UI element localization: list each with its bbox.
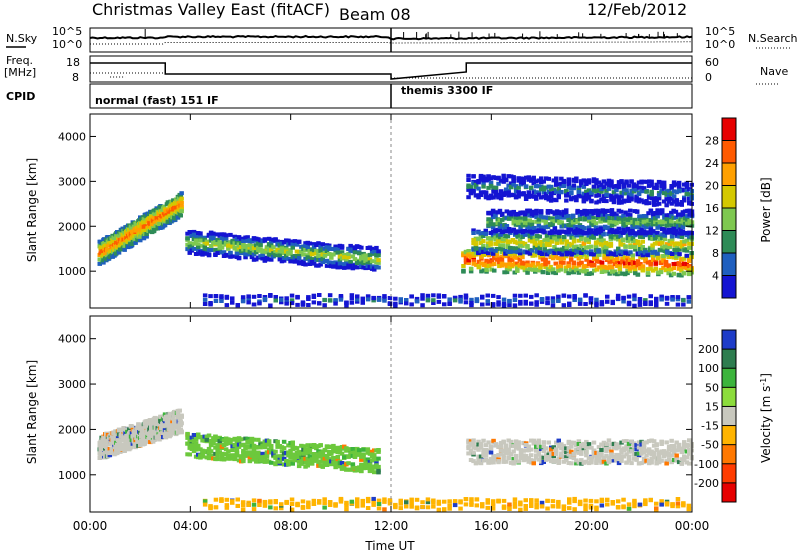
velocity-ytick-label-0: 1000 — [58, 469, 86, 482]
cpid-segment-label-1: normal (fast) 151 IF — [95, 94, 219, 107]
x-axis-label: Time UT — [364, 539, 415, 553]
mhz-label: [MHz] — [4, 66, 36, 79]
freq-label: Freq. — [6, 54, 33, 67]
velocity-colorbar-swatch-8 — [722, 482, 736, 503]
xtick-label-5: 20:00 — [574, 519, 609, 533]
xtick-label-0: 00:00 — [73, 519, 108, 533]
power-colorbar-swatch-5 — [722, 230, 736, 254]
xtick-label-4: 16:00 — [474, 519, 509, 533]
nave-tick-bot: 0 — [705, 71, 712, 84]
nave-trace — [90, 72, 692, 79]
power-ytick-label-1: 2000 — [58, 220, 86, 233]
power-feature-early-band — [97, 191, 184, 266]
velocity-colorbar-swatch-7 — [722, 463, 736, 484]
velocity-colorbar-label: Velocity [m s-1] — [759, 373, 774, 463]
nsky-tick-top: 10^5 — [52, 25, 82, 38]
velocity-ytick-label-3: 4000 — [58, 333, 86, 346]
power-colorbar-swatch-6 — [722, 253, 736, 276]
nsky-tick-bot: 10^0 — [52, 38, 82, 51]
power-feature-ground-scatter — [202, 293, 692, 308]
velocity-colorbar-tick-1: 100 — [698, 362, 719, 375]
power-colorbar-swatch-1 — [722, 140, 736, 164]
velocity-colorbar-tick-2: 50 — [705, 381, 719, 394]
power-ytick-label-0: 1000 — [58, 265, 86, 278]
beam-label: Beam 08 — [339, 5, 411, 24]
velocity-feature-late-gray — [466, 438, 694, 466]
date-label: 12/Feb/2012 — [587, 0, 687, 19]
velocity-feature-mid-green — [185, 431, 381, 475]
power-colorbar-tick-2: 20 — [705, 180, 719, 193]
power-colorbar-tick-6: 4 — [712, 270, 719, 283]
velocity-colorbar-swatch-4 — [722, 406, 736, 427]
nsearch-label: N.Search — [748, 32, 798, 45]
power-colorbar-tick-0: 28 — [705, 135, 719, 148]
search-tick-top: 10^5 — [705, 25, 735, 38]
power-colorbar-swatch-0 — [722, 118, 736, 141]
nave-label: Nave — [760, 65, 788, 78]
search-tick-bot: 10^0 — [705, 38, 735, 51]
power-colorbar-tick-3: 16 — [705, 202, 719, 215]
velocity-panel: 1000 2000 3000 4000 00:00 04:00 08:00 12:00 16:0… — [58, 315, 710, 533]
velocity-colorbar-swatch-0 — [722, 330, 736, 350]
power-panel: 1000 2000 3000 4000 — [58, 113, 695, 309]
power-feature-mid-band — [185, 229, 381, 272]
param-box-2 — [89, 55, 693, 83]
power-feature-late-band-top — [466, 173, 694, 208]
power-colorbar-tick-5: 8 — [712, 247, 719, 260]
freq-tick-bot: 8 — [72, 71, 79, 84]
velocity-ylabel: Slant Range [km] — [25, 360, 39, 464]
power-colorbar-swatch-7 — [722, 275, 736, 299]
velocity-colorbar-swatch-1 — [722, 349, 736, 369]
velocity-colorbar-tick-7: -200 — [694, 477, 719, 490]
xtick-label-3: 12:00 — [374, 519, 409, 533]
power-ylabel: Slant Range [km] — [25, 158, 39, 262]
velocity-colorbar-swatch-5 — [722, 425, 736, 446]
velocity-colorbar-swatch-3 — [722, 387, 736, 407]
cpid-label: CPID — [6, 90, 35, 103]
power-ytick-label-3: 4000 — [58, 130, 86, 143]
freq-trace — [90, 62, 692, 80]
freq-tick-top: 18 — [66, 56, 80, 69]
velocity-colorbar-tick-4: -15 — [701, 420, 719, 433]
velocity-colorbar-tick-3: 15 — [705, 400, 719, 413]
power-colorbar-tick-1: 24 — [705, 157, 719, 170]
power-colorbar: 28 24 20 16 12 8 4 — [705, 117, 737, 299]
power-colorbar-swatch-2 — [722, 163, 736, 186]
power-colorbar-swatch-3 — [722, 185, 736, 209]
power-feature-late-band-upper — [486, 208, 695, 236]
velocity-ytick-label-2: 3000 — [58, 378, 86, 391]
power-colorbar-swatch-4 — [722, 208, 736, 231]
plot-title: Christmas Valley East (fitACF) — [92, 0, 330, 19]
xtick-label-2: 08:00 — [273, 519, 308, 533]
param-panels — [89, 27, 693, 109]
velocity-colorbar-tick-6: -100 — [694, 458, 719, 471]
velocity-feature-early-gray — [97, 408, 184, 460]
velocity-colorbar: 200 100 50 15 -15 -50 -100 -200 — [694, 329, 737, 503]
velocity-colorbar-tick-0: 200 — [698, 343, 719, 356]
nsky-label: N.Sky — [6, 32, 38, 45]
velocity-colorbar-swatch-6 — [722, 444, 736, 465]
power-colorbar-tick-4: 12 — [705, 225, 719, 238]
velocity-colorbar-tick-5: -50 — [701, 439, 719, 452]
power-colorbar-label: Power [dB] — [759, 177, 773, 242]
nave-tick-top: 60 — [705, 56, 719, 69]
velocity-ytick-label-1: 2000 — [58, 423, 86, 436]
velocity-colorbar-swatch-2 — [722, 368, 736, 388]
xtick-label-1: 04:00 — [173, 519, 208, 533]
xtick-label-6: 00:00 — [675, 519, 710, 533]
cpid-segment-label-2: themis 3300 IF — [401, 84, 493, 97]
velocity-feature-ground-orange — [202, 496, 692, 512]
power-ytick-label-2: 3000 — [58, 175, 86, 188]
